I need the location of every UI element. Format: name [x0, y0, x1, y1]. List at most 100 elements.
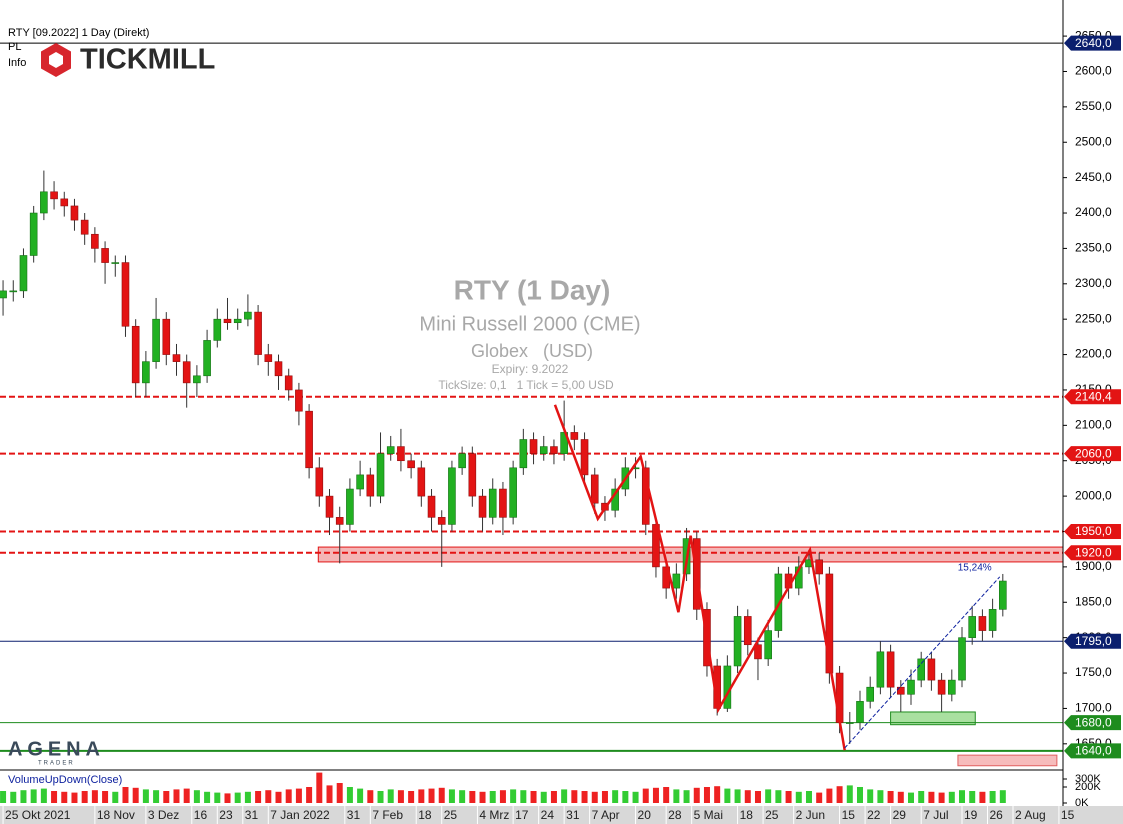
candle-body	[60, 198, 69, 207]
agena-text: AGENA	[8, 738, 100, 760]
volume-bar	[785, 791, 792, 803]
candle-body	[142, 361, 150, 384]
candle-body	[264, 354, 273, 362]
volume-bar	[173, 789, 180, 803]
volume-bar	[306, 787, 313, 803]
level-label-box	[1064, 446, 1121, 462]
watermark-ticksize: TickSize: 0,1 1 Tick = 5,00 USD	[438, 378, 614, 392]
volume-bar	[856, 787, 863, 803]
candle-body	[733, 616, 742, 667]
volume-bar	[418, 789, 425, 803]
volume-bar	[571, 790, 578, 803]
volume-bar	[71, 792, 78, 803]
volume-bar	[591, 791, 598, 803]
candle-body	[325, 495, 334, 518]
candle-body	[509, 467, 517, 518]
volume-bar	[724, 788, 731, 803]
volume-bar	[265, 790, 272, 803]
candle-body	[0, 290, 7, 299]
volume-tick-label: 200K	[1075, 781, 1101, 793]
x-tick-label: 17	[515, 808, 529, 822]
x-tick-label: 24	[541, 808, 555, 822]
volume-bar	[734, 789, 741, 803]
volume-bar	[428, 788, 435, 803]
candle-body	[978, 616, 987, 631]
volume-bar	[581, 791, 588, 803]
volume-bar	[979, 791, 986, 803]
x-tick-label: 19	[964, 808, 978, 822]
candle-body	[937, 679, 946, 695]
x-tick-label: 25	[444, 808, 458, 822]
volume-bar	[499, 790, 506, 803]
volume-bar	[907, 792, 914, 803]
candle-body	[9, 290, 18, 293]
volume-bar	[20, 790, 27, 803]
time-axis: 25 Okt 2021 18 Nov 3 Dez 16 23 31 7 Jan 2022 31…	[2, 806, 1075, 824]
candle-body	[743, 616, 752, 646]
candle-body	[550, 446, 558, 454]
volume-title: VolumeUpDown(Close)	[8, 774, 122, 786]
level-label-box	[1064, 633, 1121, 649]
candle-body	[417, 467, 426, 497]
candle-body	[223, 318, 232, 324]
candle-body	[386, 446, 395, 454]
volume-bar	[326, 785, 333, 803]
candle-body	[529, 439, 538, 454]
candle-body	[968, 616, 977, 638]
candle-body	[274, 361, 283, 377]
candle-body	[539, 446, 548, 454]
volume-bar	[969, 791, 976, 803]
volume-bar	[714, 786, 721, 803]
candle-body	[152, 318, 160, 362]
volume-bar	[816, 792, 823, 803]
y-tick-label: 2350,0	[1075, 241, 1112, 255]
candle-body	[876, 651, 885, 688]
volume-bar	[285, 789, 292, 803]
volume-bar	[387, 789, 394, 803]
agena-logo: AGENA TRADER	[8, 738, 100, 766]
menu-info[interactable]: Info	[8, 57, 26, 69]
y-tick-label: 1850,0	[1075, 594, 1112, 608]
candle-body	[203, 340, 211, 377]
volume-bar	[520, 790, 527, 803]
candle-body	[999, 580, 1007, 610]
y-tick-label: 2500,0	[1075, 134, 1112, 148]
watermark-title: RTY (1 Day)	[454, 274, 611, 305]
candle-body	[91, 233, 99, 249]
volume-bar	[448, 789, 455, 803]
candle-body	[774, 573, 783, 631]
y-tick-label: 2450,0	[1075, 170, 1112, 184]
candle-body	[886, 651, 895, 688]
volume-bar	[826, 788, 833, 803]
candle-body	[29, 212, 38, 256]
y-tick-label: 2300,0	[1075, 276, 1112, 290]
candle-body	[825, 573, 834, 674]
volume-bar	[612, 790, 619, 803]
volume-bar	[397, 790, 404, 803]
menu-pl[interactable]: PL	[8, 41, 21, 53]
candle-body	[407, 460, 415, 469]
volume-bar	[948, 791, 955, 803]
volume-bar	[887, 791, 894, 803]
level-label-box	[1064, 743, 1121, 759]
candle-body	[478, 495, 487, 518]
volume-bar	[663, 787, 670, 803]
volume-bar	[897, 791, 904, 803]
level-label: 1680,0	[1075, 715, 1112, 729]
volume-bar	[765, 789, 772, 803]
volume-bar	[193, 790, 200, 803]
volume-bar	[836, 786, 843, 803]
volume-plot	[0, 772, 1006, 803]
x-tick-label: 31	[566, 808, 580, 822]
candle-body	[672, 573, 681, 589]
candle-body	[244, 311, 252, 320]
candle-body	[764, 630, 772, 660]
zone	[890, 711, 976, 726]
x-tick-label: 15	[842, 808, 856, 822]
volume-bar	[244, 791, 251, 803]
volume-bar	[316, 772, 323, 803]
volume-tick-label: 0K	[1075, 797, 1089, 809]
x-tick-label: 25 Okt 2021	[5, 808, 71, 822]
volume-bar	[153, 790, 160, 803]
volume-bar	[989, 791, 996, 803]
